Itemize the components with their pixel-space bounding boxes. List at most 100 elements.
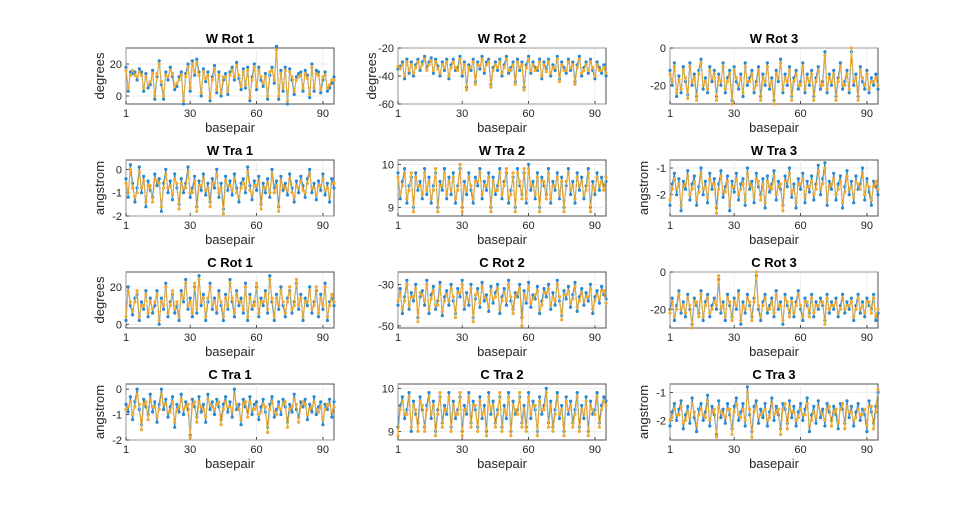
series-2-point: [772, 102, 776, 106]
series-1-point: [252, 62, 256, 66]
series-1-point: [266, 177, 270, 181]
series-2-point: [768, 416, 772, 420]
series-2-point: [219, 91, 223, 95]
series-2-point: [717, 76, 721, 80]
series-2-point: [816, 304, 820, 308]
series-1-point: [403, 167, 407, 171]
series-2-point: [692, 76, 696, 80]
series-2-point: [241, 70, 245, 74]
series-2-point: [405, 412, 409, 416]
series-2-point: [584, 295, 588, 299]
series-2-point: [710, 76, 714, 80]
series-1-point: [308, 96, 312, 100]
series-2-point: [128, 400, 132, 404]
series-2-point: [874, 315, 878, 319]
series-2-point: [502, 66, 506, 70]
series-1-point: [699, 402, 703, 406]
series-2-point: [434, 60, 438, 64]
series-2-point: [865, 182, 869, 186]
series-1-point: [301, 318, 305, 323]
series-2-point: [553, 66, 557, 70]
series-1-point: [429, 56, 433, 60]
series-2-point: [290, 307, 294, 311]
series-1-point: [206, 392, 210, 396]
series-2-point: [414, 408, 418, 412]
series-1-point: [748, 187, 752, 191]
series-2-point: [482, 408, 486, 412]
series-2-point: [243, 285, 248, 289]
series-2-point: [832, 304, 836, 308]
series-2-point: [527, 57, 531, 61]
series-2-point: [323, 73, 327, 77]
series-1-point: [157, 177, 161, 181]
series-2-point: [737, 292, 741, 296]
series-1-point: [721, 195, 725, 199]
series-2-point: [283, 68, 287, 72]
series-2-point: [790, 300, 794, 304]
series-1-point: [712, 177, 716, 181]
series-2-point: [796, 416, 800, 420]
series-1-point: [277, 400, 281, 404]
series-1-point: [507, 278, 511, 282]
series-1-point: [197, 179, 201, 183]
series-2-point: [814, 187, 818, 191]
series-2-point: [787, 404, 792, 408]
x-tick-label: 1: [667, 108, 673, 120]
series-1-point: [756, 65, 761, 69]
series-1-point: [252, 402, 256, 406]
series-2-point: [867, 300, 871, 304]
series-1-point: [440, 188, 444, 192]
series-1-point: [148, 83, 152, 87]
series-2-point: [670, 300, 674, 304]
series-2-point: [403, 171, 407, 175]
series-2-point: [493, 295, 497, 299]
series-2-point: [195, 420, 199, 424]
series-2-point: [670, 187, 674, 191]
series-1-point: [524, 301, 528, 305]
series-2-point: [462, 184, 466, 188]
series-2-point: [405, 60, 409, 64]
series-1-point: [852, 318, 856, 323]
series-2-point: [224, 400, 228, 404]
series-2-points: [668, 270, 880, 330]
series-2-point: [274, 48, 279, 52]
series-1-point: [779, 300, 783, 304]
series-2-point: [416, 60, 420, 64]
series-1-point: [876, 193, 880, 197]
series-1-point: [728, 209, 732, 213]
series-1-point: [555, 278, 559, 282]
series-2-point: [228, 405, 232, 409]
series-1-point: [248, 99, 252, 103]
series-2-point: [551, 184, 555, 188]
series-2-point: [179, 181, 183, 185]
series-1-point: [210, 400, 214, 404]
series-2-point: [677, 78, 681, 82]
series-1-point: [697, 407, 701, 411]
series-2-points: [396, 162, 608, 214]
series-1-point: [204, 420, 208, 424]
series-2-point: [856, 296, 860, 300]
series-2-point: [732, 185, 736, 189]
series-1-point: [235, 407, 239, 412]
series-2-point: [677, 413, 681, 417]
series-1-point: [560, 60, 564, 64]
series-1-point: [553, 188, 557, 192]
series-1-point: [531, 399, 535, 403]
series-2-point: [195, 209, 199, 213]
series-1-point: [546, 57, 551, 61]
series-1-points: [396, 54, 608, 89]
series-1-point: [266, 311, 270, 315]
subplot-title: C Tra 3: [752, 367, 795, 382]
series-1-point: [299, 400, 303, 404]
series-2-point: [695, 424, 699, 428]
series-1-point: [756, 421, 761, 425]
series-2-point: [745, 80, 750, 84]
series-1-point: [124, 318, 128, 323]
series-2-point: [449, 66, 453, 70]
series-1-point: [593, 192, 597, 197]
series-2-point: [190, 62, 194, 66]
series-2-point: [126, 405, 130, 409]
series-2-point: [493, 425, 497, 429]
series-2-point: [863, 193, 867, 197]
series-1-point: [142, 174, 146, 178]
